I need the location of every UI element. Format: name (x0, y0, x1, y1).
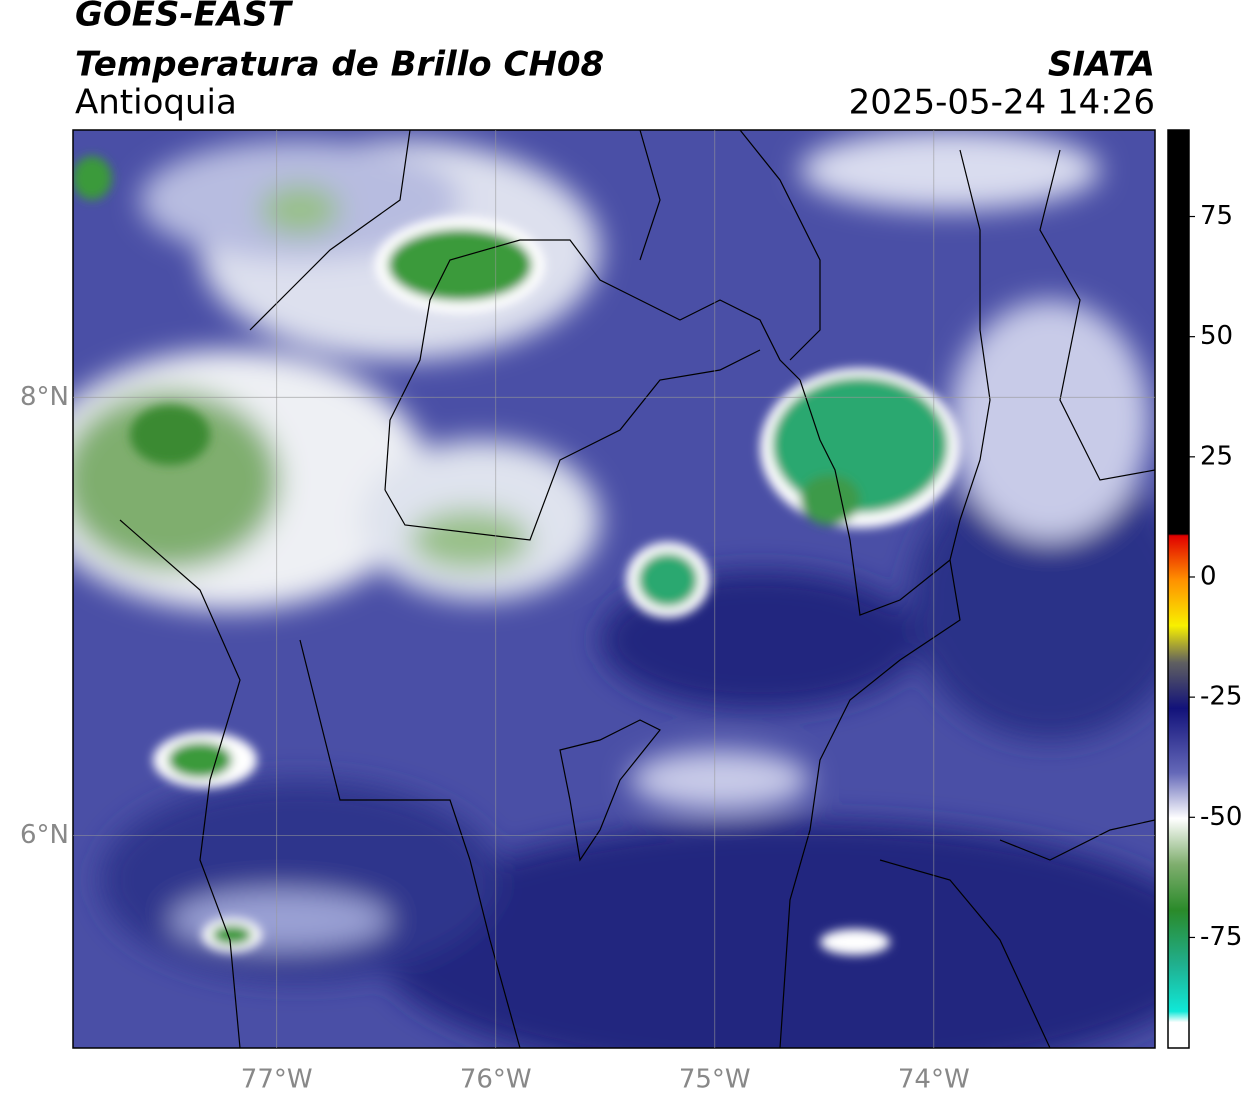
boundaries (119, 130, 1155, 1048)
y-tick-label: 8°N (20, 382, 69, 412)
map-frame (72, 129, 1156, 1049)
datetime: 2025-05-24 14:26 (849, 83, 1155, 123)
colorbar-tick-label: 25 (1200, 441, 1233, 471)
colorbar (1167, 129, 1190, 1049)
y-tick-label: 6°N (20, 820, 69, 850)
satellite-image (73, 130, 1155, 1048)
region: Antioquia (75, 83, 237, 123)
product-title: Temperatura de Brillo CH08 (75, 45, 604, 85)
colorbar-tick-label: 50 (1200, 321, 1233, 351)
colorbar-tick-label: -25 (1200, 682, 1242, 712)
x-tick-label: 75°W (679, 1065, 751, 1095)
x-tick-label: 76°W (460, 1065, 532, 1095)
colorbar-tick-label: 75 (1200, 201, 1233, 231)
x-tick-label: 77°W (241, 1065, 313, 1095)
colorbar-tick-label: -50 (1200, 802, 1242, 832)
x-tick-label: 74°W (898, 1065, 970, 1095)
source: SIATA (1048, 45, 1155, 85)
colorbar-tick-label: 0 (1200, 561, 1217, 591)
satellite-name: GOES-EAST (75, 0, 294, 35)
colorbar-tick-label: -75 (1200, 922, 1242, 952)
